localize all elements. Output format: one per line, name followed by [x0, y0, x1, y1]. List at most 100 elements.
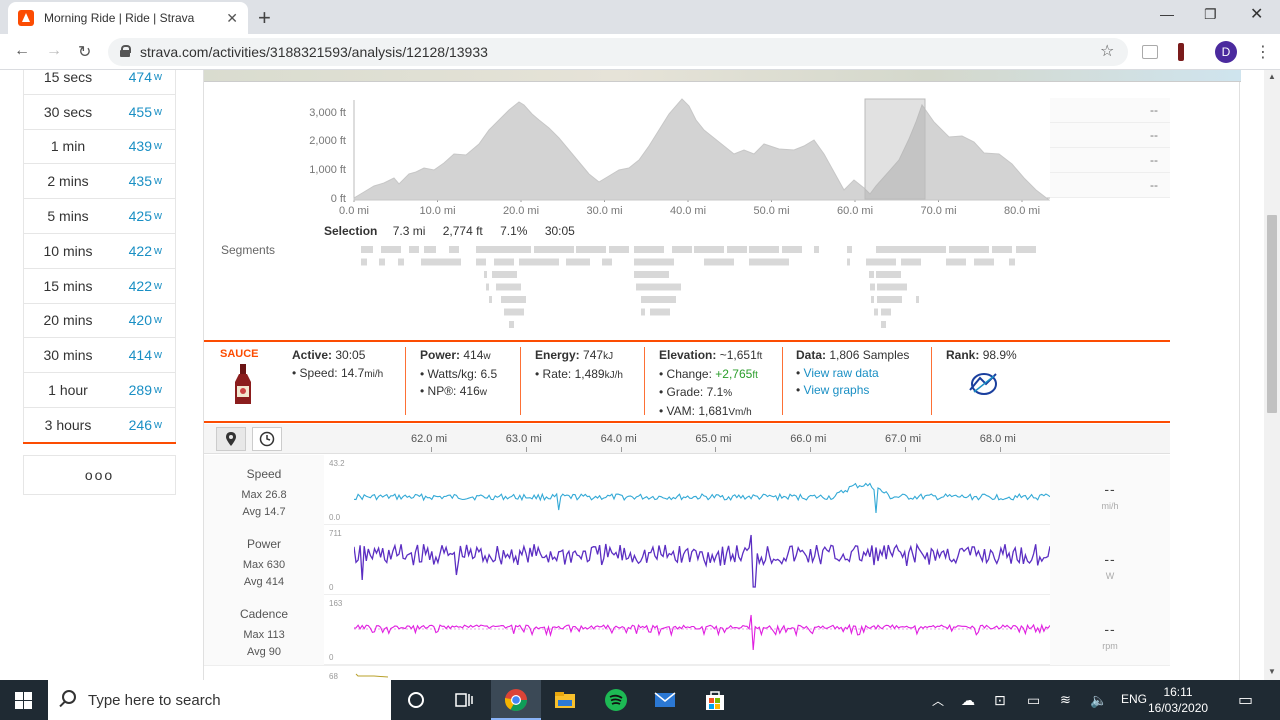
power-curve-row[interactable]: 30 mins 414 w — [23, 338, 176, 374]
segment-bar[interactable] — [866, 258, 896, 266]
segment-bar[interactable] — [871, 296, 874, 303]
onedrive-icon[interactable]: ☁ — [961, 692, 975, 708]
power-curve-row[interactable]: 30 secs 455 w — [23, 94, 176, 130]
time-mode-button[interactable] — [252, 427, 282, 451]
notifications-icon[interactable]: ▭ — [1238, 692, 1254, 709]
rank-badge-icon[interactable] — [966, 370, 1002, 398]
battery-icon[interactable]: ▭ — [1027, 692, 1041, 708]
segment-bar[interactable] — [489, 296, 492, 303]
bookmark-star-icon[interactable]: ☆ — [1100, 43, 1115, 60]
scroll-down-icon[interactable]: ▼ — [1268, 667, 1276, 676]
power-curve-row[interactable]: 20 mins 420 w — [23, 303, 176, 339]
extension-icon[interactable] — [1142, 45, 1158, 59]
segment-bar[interactable] — [1016, 246, 1036, 253]
view-graphs-link[interactable]: View graphs — [803, 383, 870, 397]
segment-bar[interactable] — [916, 296, 919, 303]
segment-bar[interactable] — [874, 308, 878, 316]
segment-bar[interactable] — [634, 246, 664, 253]
segment-bar[interactable] — [602, 258, 612, 266]
profile-avatar[interactable]: D — [1215, 41, 1237, 63]
stream-line-chart[interactable] — [354, 525, 1050, 595]
restore-icon[interactable]: ❐ — [1204, 6, 1217, 22]
segment-bar[interactable] — [641, 296, 676, 303]
segment-bar[interactable] — [749, 246, 779, 253]
task-view-icon[interactable] — [452, 688, 476, 712]
more-button[interactable]: ooo — [23, 455, 176, 495]
segment-bar[interactable] — [847, 258, 850, 266]
segment-bar[interactable] — [881, 308, 891, 316]
windows-start-icon[interactable] — [15, 692, 32, 709]
language-indicator[interactable]: ENG — [1121, 692, 1148, 706]
power-curve-row[interactable]: 10 mins 422 w — [23, 233, 176, 269]
segment-bar[interactable] — [609, 246, 629, 253]
segment-bar[interactable] — [949, 246, 989, 253]
power-curve-row[interactable]: 3 hours 246 w — [23, 407, 176, 443]
segment-bar[interactable] — [901, 258, 921, 266]
segment-bar[interactable] — [926, 246, 946, 253]
security-icon[interactable]: ⊡ — [994, 692, 1006, 708]
segment-bar[interactable] — [876, 246, 926, 253]
power-curve-row[interactable]: 2 mins 435 w — [23, 164, 176, 200]
close-window-icon[interactable]: ✕ — [1250, 6, 1264, 23]
segment-bar[interactable] — [876, 271, 901, 278]
stream-line-chart[interactable] — [354, 455, 1050, 525]
segment-bar[interactable] — [519, 258, 559, 266]
segment-bar[interactable] — [409, 246, 419, 253]
segment-bar[interactable] — [877, 283, 907, 291]
store-icon[interactable] — [703, 688, 727, 712]
segment-bar[interactable] — [634, 271, 669, 278]
spotify-icon[interactable] — [604, 688, 628, 712]
segment-bar[interactable] — [694, 246, 724, 253]
elevation-chart[interactable]: 3,000 ft 2,000 ft 1,000 ft 0 ft0.0 mi 10.0 m… — [204, 82, 1050, 217]
mail-icon[interactable] — [653, 688, 677, 712]
segment-bar[interactable] — [992, 246, 1012, 253]
power-curve-row[interactable]: 1 min 439 w — [23, 129, 176, 165]
segment-bar[interactable] — [484, 271, 487, 278]
segment-bar[interactable] — [496, 283, 521, 291]
segment-bar[interactable] — [727, 246, 747, 253]
segment-bar[interactable] — [476, 246, 531, 253]
minimize-icon[interactable]: — — [1160, 6, 1174, 22]
segment-bar[interactable] — [782, 246, 802, 253]
power-curve-row[interactable]: 1 hour 289 w — [23, 373, 176, 408]
scroll-thumb[interactable] — [1267, 215, 1277, 413]
sauce-extension-icon[interactable] — [1178, 43, 1184, 61]
close-tab-icon[interactable]: ✕ — [226, 9, 238, 26]
segment-bar[interactable] — [504, 308, 524, 316]
taskbar-search[interactable]: Type here to search — [48, 680, 391, 720]
segment-bar[interactable] — [449, 246, 459, 253]
map-strip[interactable] — [204, 70, 1241, 82]
stream-line-chart[interactable] — [354, 595, 1050, 665]
segment-bar[interactable] — [869, 271, 874, 278]
segment-bar[interactable] — [870, 283, 875, 291]
segment-bar[interactable] — [704, 258, 734, 266]
segment-bar[interactable] — [424, 246, 436, 253]
segment-bar[interactable] — [946, 258, 966, 266]
segment-bar[interactable] — [1009, 258, 1015, 266]
segment-bar[interactable] — [534, 246, 574, 253]
scroll-up-icon[interactable]: ▲ — [1268, 72, 1276, 81]
back-icon[interactable]: ← — [14, 42, 30, 59]
taskbar-clock[interactable]: 16:11 16/03/2020 — [1148, 684, 1208, 716]
volume-icon[interactable]: 🔈 — [1090, 692, 1108, 708]
segment-bar[interactable] — [634, 258, 674, 266]
forward-icon[interactable]: → — [46, 42, 62, 59]
cortana-icon[interactable] — [404, 688, 428, 712]
segment-bar[interactable] — [379, 258, 385, 266]
segment-bar[interactable] — [847, 246, 852, 253]
menu-kebab-icon[interactable]: ⋮ — [1255, 44, 1271, 61]
segment-bar[interactable] — [398, 258, 404, 266]
segment-bar[interactable] — [486, 283, 489, 291]
view-raw-data-link[interactable]: View raw data — [803, 365, 879, 380]
segment-bar[interactable] — [636, 283, 681, 291]
page-scrollbar[interactable]: ▲ ▼ — [1264, 70, 1280, 680]
segment-bar[interactable] — [641, 308, 645, 316]
tray-chevron-icon[interactable]: ︿ — [932, 694, 945, 708]
segment-bar[interactable] — [492, 271, 517, 278]
segment-bar[interactable] — [494, 258, 514, 266]
segment-bar[interactable] — [509, 321, 514, 328]
file-explorer-icon[interactable] — [553, 688, 577, 712]
segment-bar[interactable] — [881, 321, 886, 328]
new-tab-icon[interactable]: + — [258, 5, 271, 30]
segment-bar[interactable] — [576, 246, 606, 253]
